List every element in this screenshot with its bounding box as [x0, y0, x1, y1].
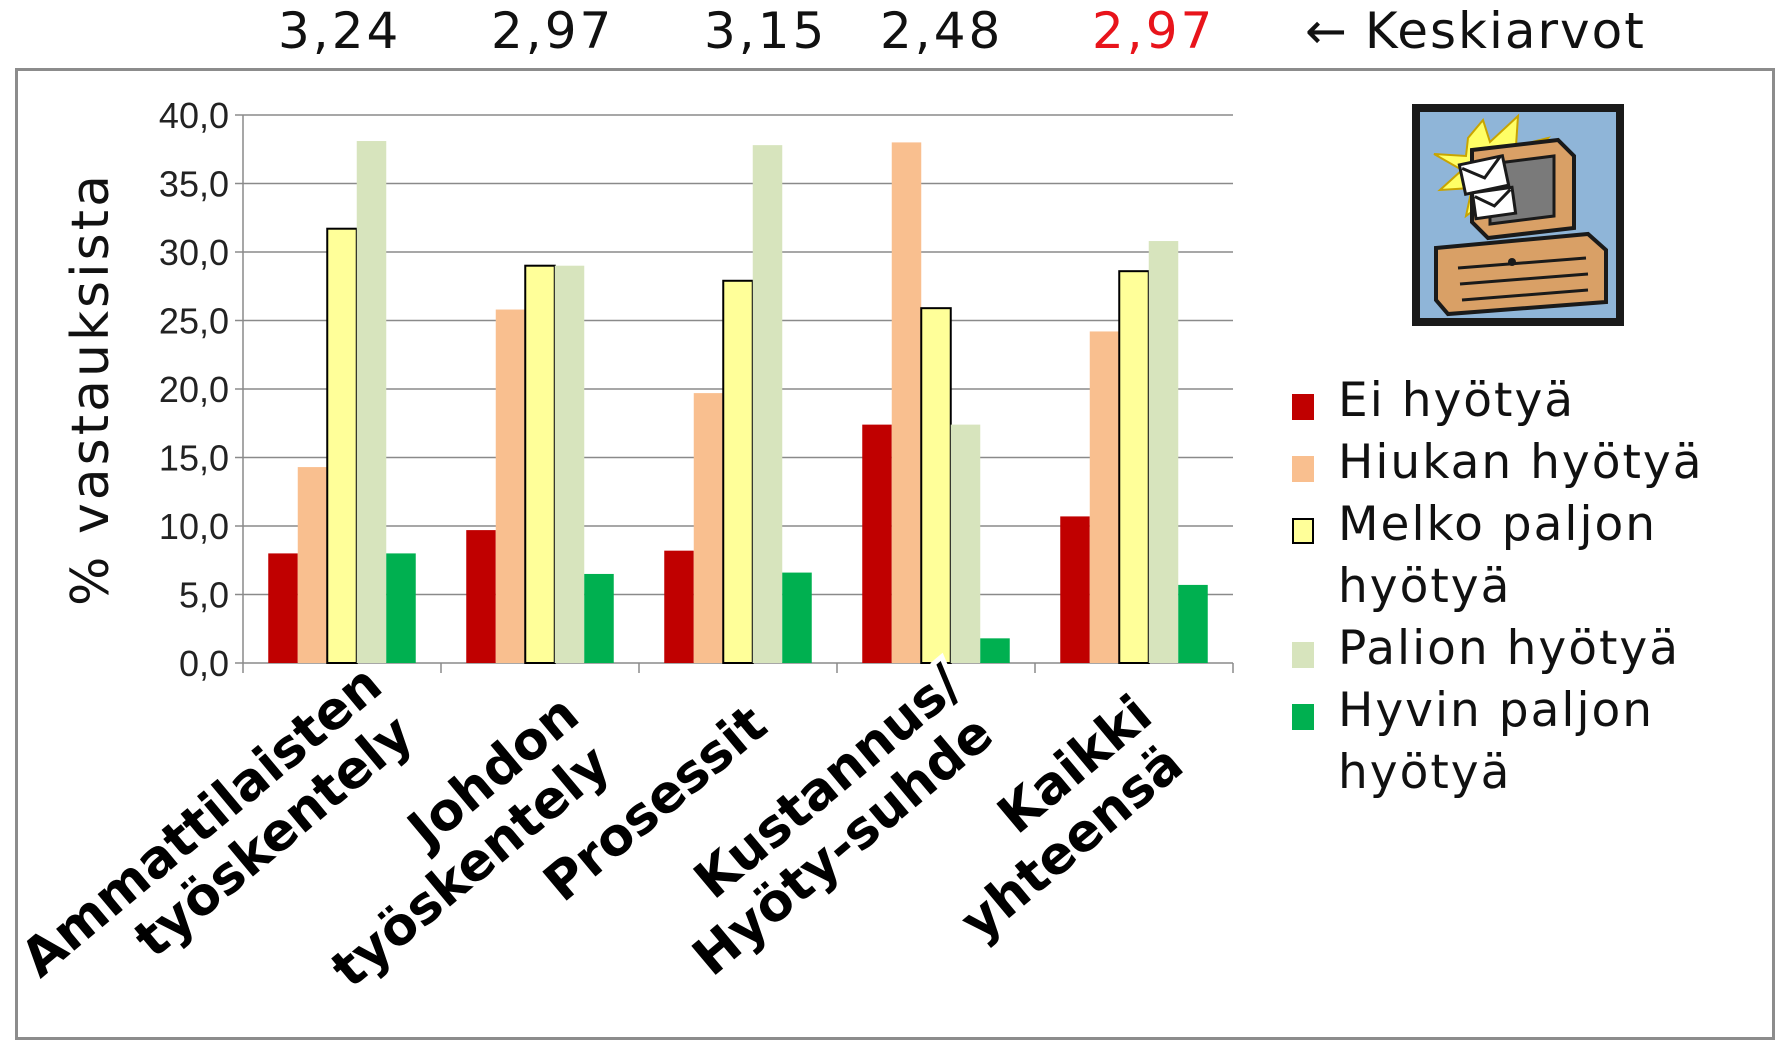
bar — [950, 424, 981, 663]
means-row: 3,24 2,97 3,15 2,48 2,97 ← Keskiarvot — [0, 0, 1782, 70]
legend-item-ei-hyotya: Ei hyötyä — [1292, 370, 1772, 432]
y-tick-label: 40,0 — [159, 95, 229, 136]
legend-item-melko-paljon-hyotya: Melko paljon hyötyä — [1292, 494, 1772, 618]
mean-value-prosessit: 3,15 — [704, 2, 828, 60]
bar — [297, 467, 328, 663]
legend-item-paljon-hyotya: Palion hyötyä — [1292, 618, 1772, 680]
y-tick-label: 25,0 — [159, 301, 229, 342]
bar — [1148, 241, 1179, 664]
bar — [1118, 270, 1150, 664]
bar — [495, 309, 526, 663]
mean-value-kaikki: 2,97 — [1092, 2, 1216, 60]
legend-swatch — [1292, 642, 1314, 668]
legend-swatch — [1292, 518, 1314, 544]
bar — [980, 638, 1010, 663]
means-caption: ← Keskiarvot — [1305, 2, 1646, 60]
legend-label: Hiukan hyötyä — [1338, 435, 1704, 490]
bar — [1060, 516, 1090, 663]
y-tick-label: 20,0 — [159, 369, 229, 410]
x-category-label: Kustannus/Hyöty-suhde — [677, 649, 1010, 993]
bar — [862, 424, 892, 663]
legend-label: Melko paljon hyötyä — [1338, 497, 1658, 614]
legend-item-hyvin-paljon-hyotya: Hyvin paljon hyötyä — [1292, 680, 1772, 804]
y-tick-label: 10,0 — [159, 506, 229, 547]
bar — [1089, 331, 1120, 663]
legend-label: Ei hyötyä — [1338, 373, 1576, 428]
chart-frame — [15, 68, 1775, 1040]
legend-label: Palion hyötyä — [1338, 621, 1681, 676]
bar — [782, 572, 812, 663]
mean-value-johto: 2,97 — [491, 2, 615, 60]
mean-value-kustannus: 2,48 — [880, 2, 1004, 60]
y-axis-label: % vastauksista — [61, 172, 121, 606]
bar — [386, 553, 416, 663]
bar — [1178, 584, 1208, 663]
bar — [554, 265, 585, 663]
bar — [584, 573, 614, 663]
bar — [356, 141, 387, 663]
computer-mail-icon — [1408, 98, 1630, 330]
y-tick-label: 5,0 — [179, 575, 229, 616]
bar — [524, 264, 556, 664]
legend-item-hiukan-hyotya: Hiukan hyötyä — [1292, 432, 1772, 494]
legend-swatch — [1292, 394, 1314, 420]
bar — [326, 227, 358, 665]
y-tick-label: 30,0 — [159, 232, 229, 273]
bar — [664, 550, 694, 663]
bar — [722, 279, 754, 664]
y-tick-label: 0,0 — [179, 643, 229, 684]
left-arrow-icon: ← — [1305, 2, 1349, 60]
means-caption-text: Keskiarvot — [1364, 2, 1646, 60]
legend-label: Hyvin paljon hyötyä — [1338, 683, 1655, 800]
bar — [466, 530, 496, 663]
legend-swatch — [1292, 456, 1314, 482]
bar — [752, 145, 783, 663]
bar — [920, 307, 952, 664]
chart-legend: Ei hyötyä Hiukan hyötyä Melko paljon hyö… — [1292, 370, 1772, 804]
y-tick-label: 15,0 — [159, 438, 229, 479]
mean-value-ammattilaiset: 3,24 — [278, 2, 402, 60]
bar — [268, 553, 298, 663]
bar — [891, 142, 922, 663]
legend-swatch — [1292, 704, 1314, 730]
bar — [693, 393, 724, 663]
y-tick-label: 35,0 — [159, 164, 229, 205]
